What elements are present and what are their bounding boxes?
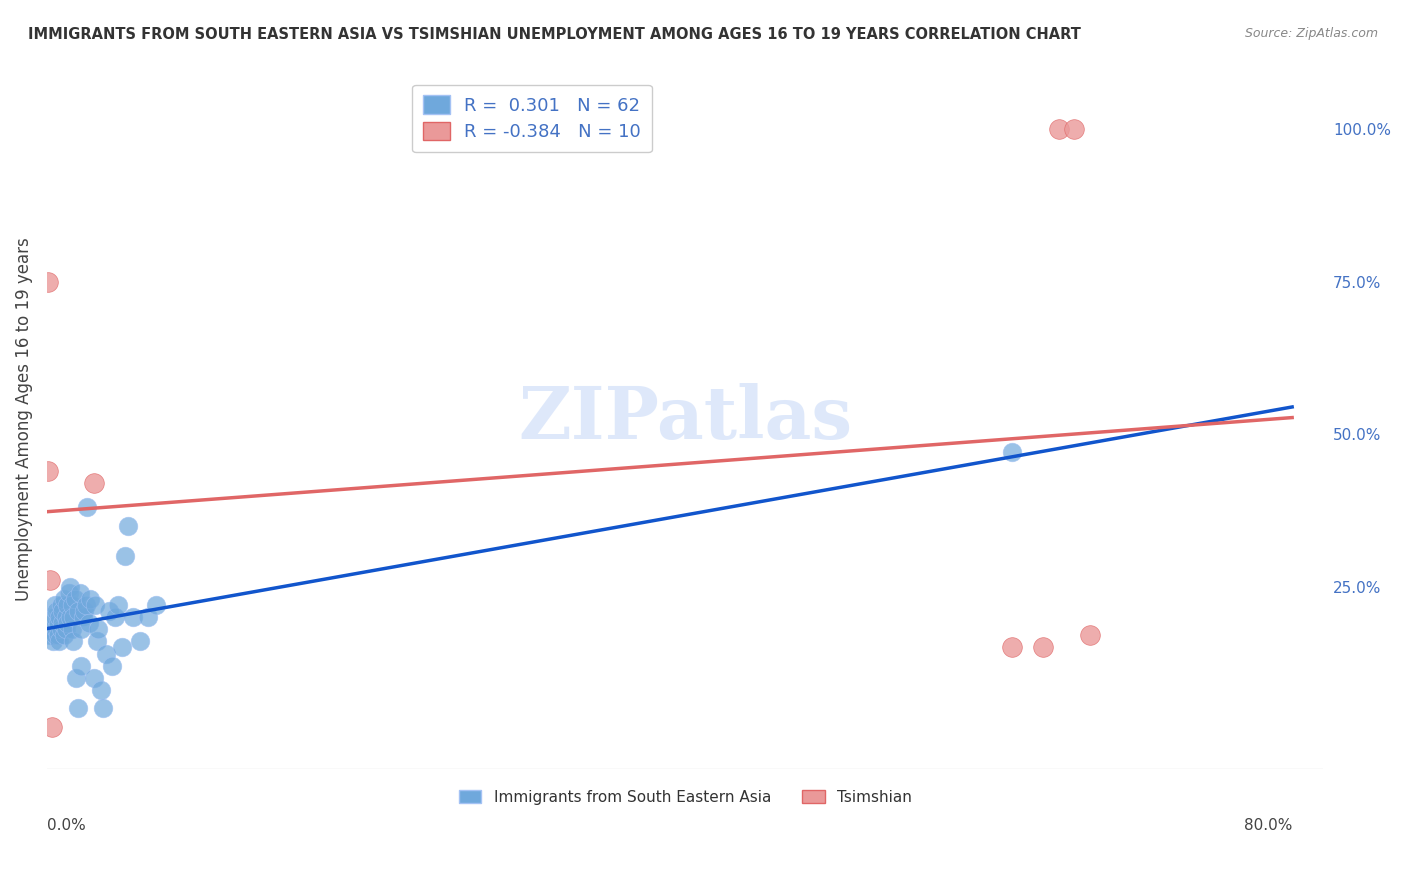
Point bbox=[70, 622, 93, 636]
Point bbox=[66, 604, 89, 618]
Point bbox=[45, 604, 67, 618]
Point bbox=[117, 518, 139, 533]
Point bbox=[1001, 640, 1024, 655]
Point bbox=[48, 610, 70, 624]
Point bbox=[48, 634, 70, 648]
Point bbox=[49, 622, 72, 636]
Point bbox=[1001, 445, 1024, 459]
Point bbox=[98, 604, 121, 618]
Point bbox=[55, 610, 77, 624]
Text: 80.0%: 80.0% bbox=[1244, 818, 1292, 833]
Point bbox=[51, 604, 73, 618]
Text: 0.0%: 0.0% bbox=[46, 818, 86, 833]
Point bbox=[59, 580, 82, 594]
Point bbox=[110, 640, 132, 655]
Point bbox=[53, 628, 76, 642]
Point bbox=[51, 616, 73, 631]
Point bbox=[39, 574, 62, 588]
Point bbox=[79, 591, 101, 606]
Text: Source: ZipAtlas.com: Source: ZipAtlas.com bbox=[1244, 27, 1378, 40]
Point bbox=[37, 464, 59, 478]
Point bbox=[91, 701, 114, 715]
Point bbox=[55, 622, 77, 636]
Point bbox=[83, 671, 105, 685]
Point bbox=[49, 598, 72, 612]
Point bbox=[136, 610, 159, 624]
Point bbox=[1047, 122, 1070, 136]
Point bbox=[45, 622, 67, 636]
Legend: Immigrants from South Eastern Asia, Tsimshian: Immigrants from South Eastern Asia, Tsim… bbox=[453, 783, 918, 811]
Point bbox=[83, 475, 105, 490]
Text: ZIPatlas: ZIPatlas bbox=[517, 384, 852, 454]
Point bbox=[60, 622, 83, 636]
Point bbox=[62, 634, 84, 648]
Point bbox=[56, 616, 79, 631]
Point bbox=[77, 616, 100, 631]
Point bbox=[65, 671, 87, 685]
Point bbox=[1078, 628, 1101, 642]
Point bbox=[70, 658, 93, 673]
Point bbox=[44, 598, 66, 612]
Point bbox=[1032, 640, 1054, 655]
Point bbox=[145, 598, 167, 612]
Point bbox=[1063, 122, 1085, 136]
Point bbox=[46, 628, 69, 642]
Point bbox=[46, 616, 69, 631]
Point bbox=[101, 658, 124, 673]
Point bbox=[39, 628, 62, 642]
Point bbox=[44, 628, 66, 642]
Point bbox=[42, 634, 65, 648]
Point bbox=[84, 598, 107, 612]
Point bbox=[90, 683, 112, 698]
Point bbox=[63, 591, 86, 606]
Point bbox=[66, 701, 89, 715]
Point bbox=[73, 604, 96, 618]
Point bbox=[76, 500, 98, 515]
Point bbox=[86, 634, 108, 648]
Point bbox=[60, 598, 83, 612]
Point bbox=[62, 610, 84, 624]
Point bbox=[56, 598, 79, 612]
Y-axis label: Unemployment Among Ages 16 to 19 years: Unemployment Among Ages 16 to 19 years bbox=[15, 237, 32, 601]
Point bbox=[104, 610, 127, 624]
Point bbox=[121, 610, 143, 624]
Point bbox=[114, 549, 136, 563]
Text: IMMIGRANTS FROM SOUTH EASTERN ASIA VS TSIMSHIAN UNEMPLOYMENT AMONG AGES 16 TO 19: IMMIGRANTS FROM SOUTH EASTERN ASIA VS TS… bbox=[28, 27, 1081, 42]
Point bbox=[107, 598, 129, 612]
Point bbox=[75, 598, 97, 612]
Point bbox=[41, 622, 63, 636]
Point bbox=[72, 610, 94, 624]
Point bbox=[44, 610, 66, 624]
Point bbox=[129, 634, 152, 648]
Point bbox=[58, 585, 80, 599]
Point bbox=[42, 616, 65, 631]
Point bbox=[59, 610, 82, 624]
Point bbox=[37, 275, 59, 289]
Point bbox=[41, 720, 63, 734]
Point bbox=[53, 591, 76, 606]
Point bbox=[69, 585, 91, 599]
Point bbox=[94, 647, 117, 661]
Point bbox=[87, 622, 110, 636]
